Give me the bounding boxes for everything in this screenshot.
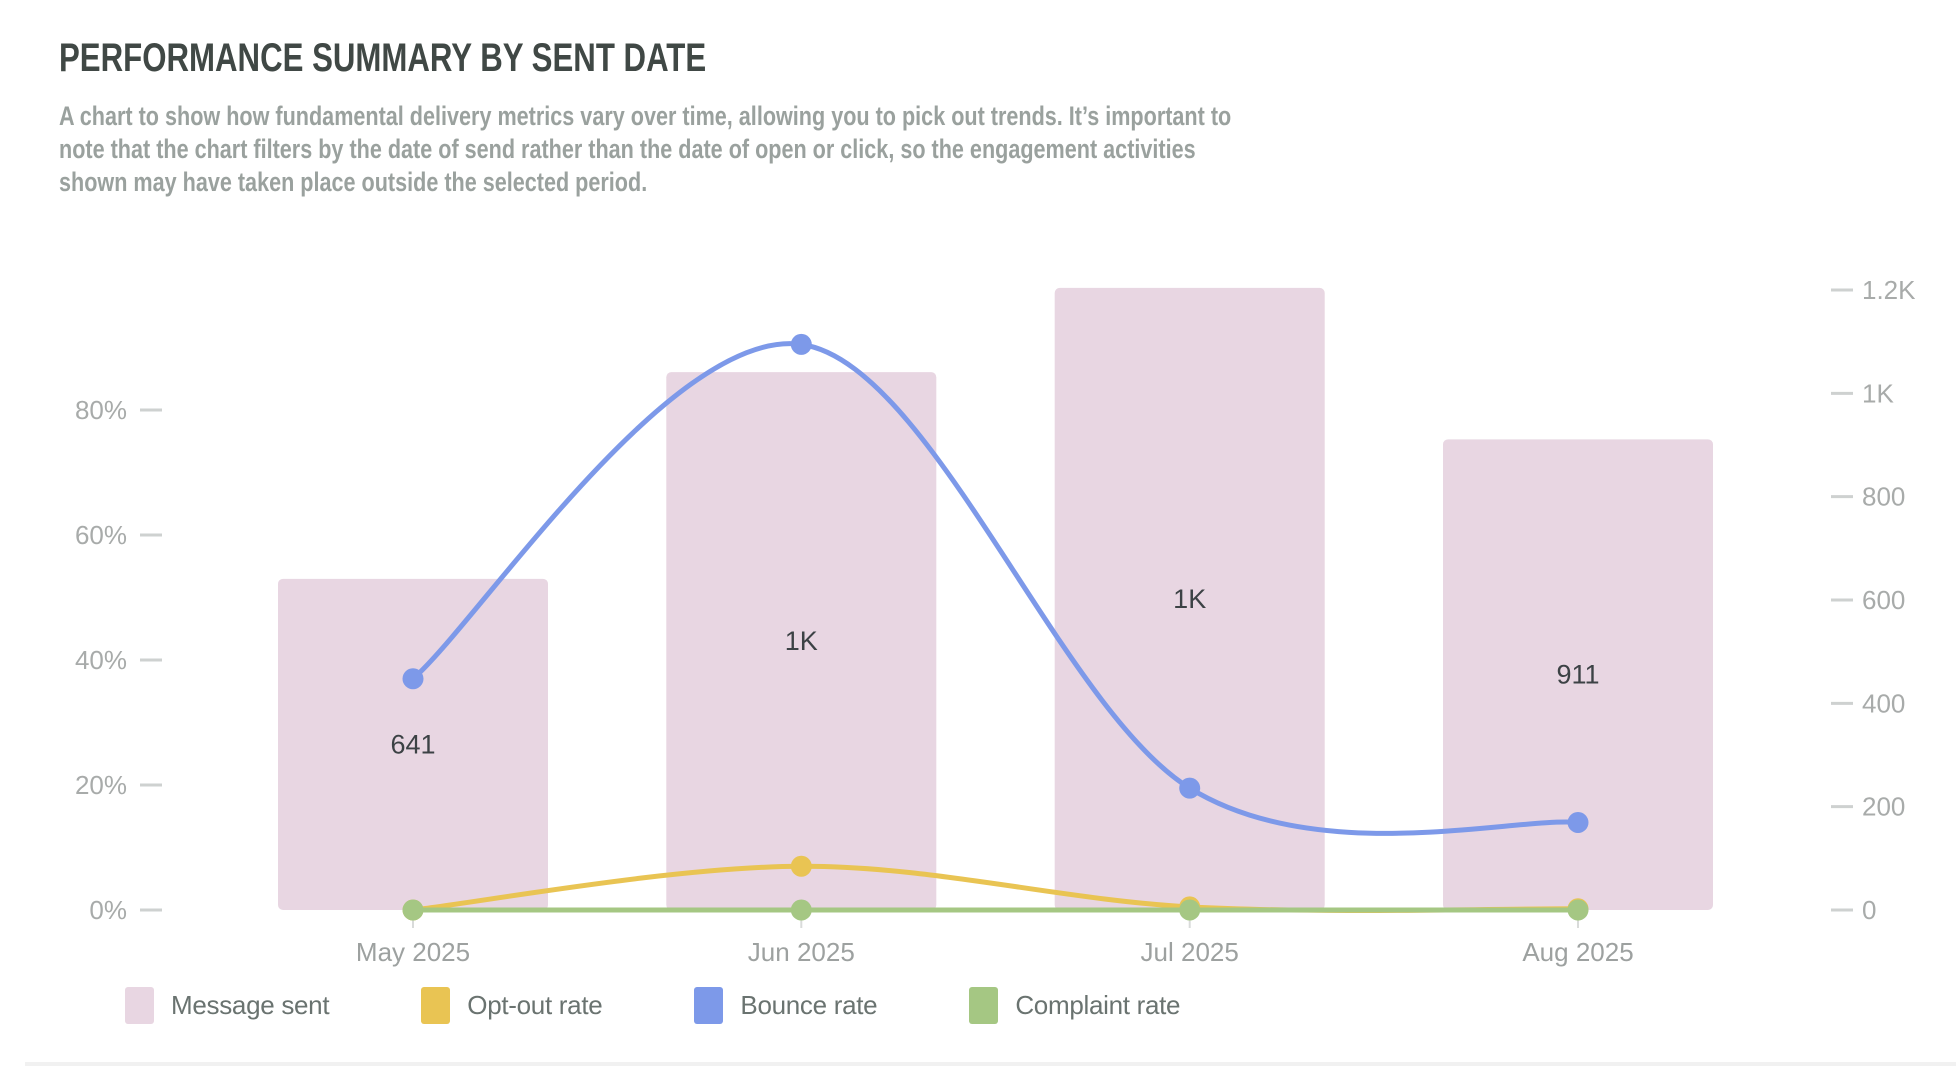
left-axis-tick-label: 20% — [75, 770, 127, 800]
bar-value-label-jul-2025: 1K — [1173, 584, 1206, 614]
bar-value-label-may-2025: 641 — [390, 729, 435, 759]
x-axis-label-jun-2025: Jun 2025 — [748, 937, 855, 967]
point-complaint-rate-aug-2025[interactable] — [1567, 899, 1589, 921]
point-bounce-rate-jul-2025[interactable] — [1179, 777, 1201, 799]
point-complaint-rate-may-2025[interactable] — [402, 899, 424, 921]
left-axis-tick-label: 80% — [75, 395, 127, 425]
bar-aug-2025[interactable] — [1443, 439, 1713, 910]
bar-jun-2025[interactable] — [666, 372, 937, 910]
point-opt-out-rate-jun-2025[interactable] — [790, 855, 812, 877]
chart-description: A chart to show how fundamental delivery… — [59, 100, 1231, 199]
point-bounce-rate-jun-2025[interactable] — [790, 333, 812, 355]
legend-item-bounce-rate[interactable]: Bounce rate — [694, 987, 878, 1024]
legend-swatch-opt-out-rate — [421, 987, 451, 1024]
legend-item-message-sent[interactable]: Message sent — [125, 987, 330, 1024]
legend-label-bounce-rate: Bounce rate — [740, 990, 878, 1020]
legend-label-opt-out-rate: Opt-out rate — [467, 990, 603, 1020]
left-axis-tick-label: 40% — [75, 645, 127, 675]
chart-description-line-3: shown may have taken place outside the s… — [59, 167, 648, 197]
bottom-divider — [25, 1062, 1956, 1066]
chart-legend: Message sent Opt-out rate Bounce rate Compl… — [125, 987, 1181, 1024]
left-axis-tick-label: 0% — [89, 895, 127, 925]
point-bounce-rate-may-2025[interactable] — [402, 668, 424, 690]
right-axis-tick-label: 200 — [1862, 792, 1905, 822]
right-axis-tick-label: 1.2K — [1862, 275, 1916, 305]
x-axis-label-aug-2025: Aug 2025 — [1522, 937, 1633, 967]
chart-description-line-1: A chart to show how fundamental delivery… — [59, 101, 1232, 131]
right-axis-tick-label: 600 — [1862, 585, 1905, 615]
line-bounce-rate — [410, 341, 1581, 836]
point-bounce-rate-aug-2025[interactable] — [1567, 812, 1589, 833]
legend-item-complaint-rate[interactable]: Complaint rate — [969, 987, 1181, 1024]
x-axis-label-may-2025: May 2025 — [356, 937, 470, 967]
legend-swatch-message-sent — [125, 987, 154, 1024]
bar-jul-2025[interactable] — [1054, 287, 1325, 910]
legend-label-complaint-rate: Complaint rate — [1015, 990, 1181, 1020]
legend-swatch-bounce-rate — [694, 987, 724, 1024]
legend-item-opt-out-rate[interactable]: Opt-out rate — [421, 987, 603, 1024]
bar-may-2025[interactable] — [278, 578, 548, 910]
legend-swatch-complaint-rate — [969, 987, 999, 1024]
right-axis-tick-label: 1K — [1862, 378, 1894, 408]
legend-label-message-sent: Message sent — [171, 990, 330, 1020]
right-axis-tick-label: 0 — [1862, 895, 1876, 925]
bar-value-label-aug-2025: 911 — [1556, 660, 1599, 690]
line-opt-out-rate — [410, 863, 1581, 914]
point-complaint-rate-jul-2025[interactable] — [1179, 899, 1201, 921]
point-complaint-rate-jun-2025[interactable] — [790, 899, 812, 921]
right-axis-tick-label: 800 — [1862, 482, 1905, 512]
chart-description-line-2: note that the chart filters by the date … — [59, 134, 1196, 164]
right-axis-tick-label: 400 — [1862, 688, 1905, 718]
bar-value-label-jun-2025: 1K — [785, 626, 818, 656]
page-title: PERFORMANCE SUMMARY BY SENT DATE — [59, 36, 707, 80]
x-axis-label-jul-2025: Jul 2025 — [1141, 937, 1239, 967]
left-axis-tick-label: 60% — [75, 520, 127, 550]
